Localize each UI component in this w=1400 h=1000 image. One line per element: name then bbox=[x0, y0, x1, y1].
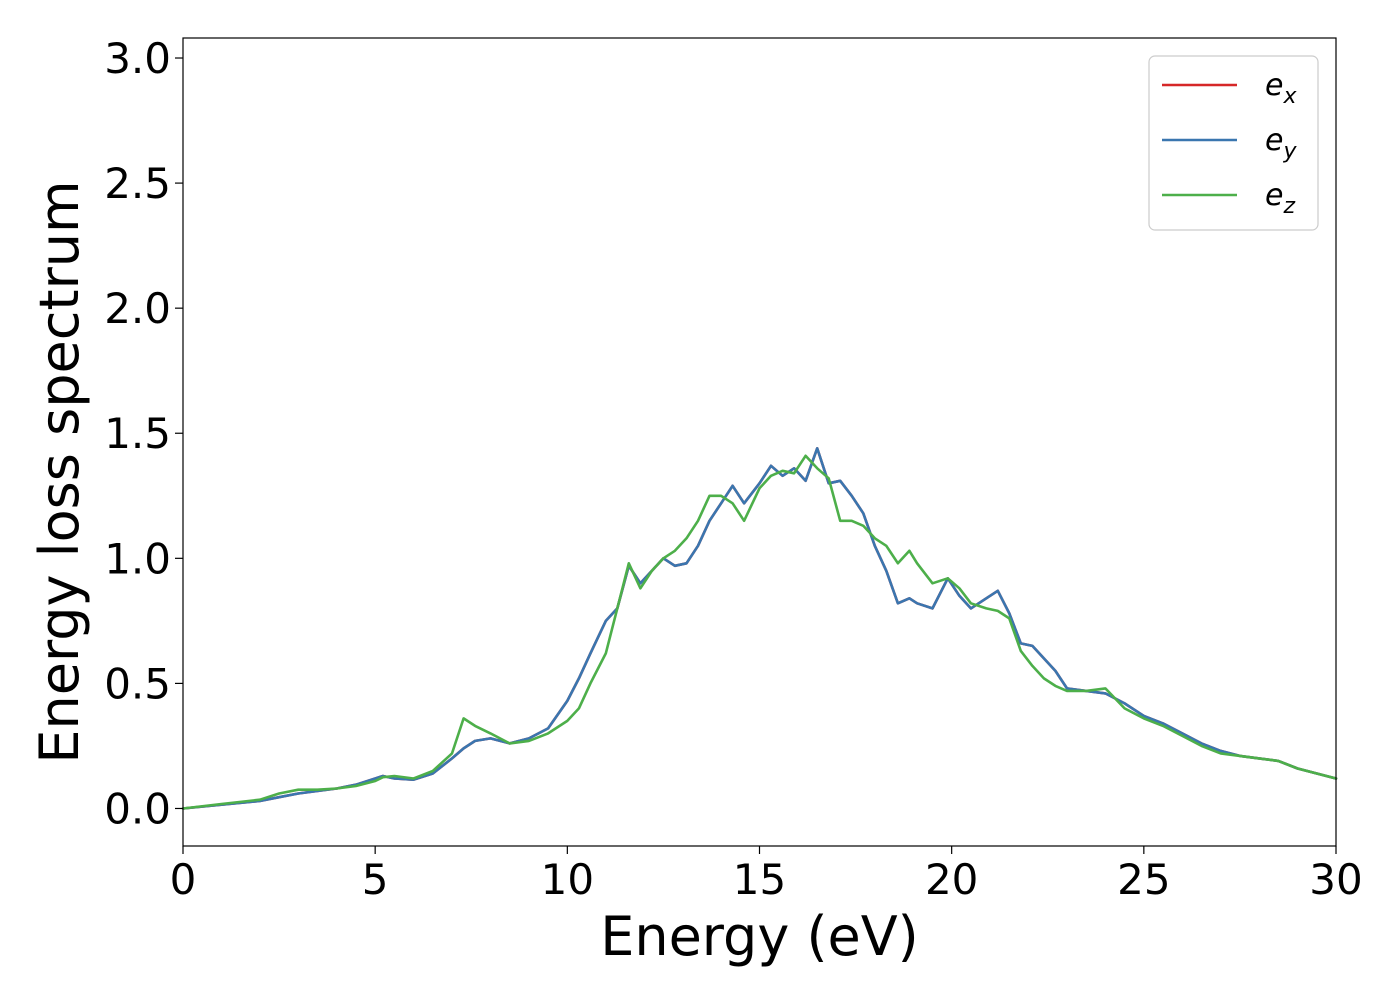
legend: ex ey ez bbox=[1148, 55, 1319, 231]
x-tick-label: 25 bbox=[1117, 855, 1170, 904]
legend-label-x: ex bbox=[1265, 68, 1297, 109]
series-line-y bbox=[181, 446, 1338, 810]
y-tick-label: 2.0 bbox=[104, 284, 171, 333]
x-tick-label: 10 bbox=[541, 855, 594, 904]
series-layer bbox=[181, 446, 1338, 810]
y-tick-label: 3.0 bbox=[104, 34, 171, 83]
legend-label-z: ez bbox=[1265, 178, 1295, 219]
legend-box bbox=[1148, 55, 1319, 231]
x-axis: 0 5 10 15 20 25 30 bbox=[170, 846, 1363, 904]
series-line-z bbox=[181, 454, 1338, 810]
x-tick-label: 5 bbox=[362, 855, 389, 904]
x-tick-label: 0 bbox=[170, 855, 197, 904]
y-tick-label: 2.5 bbox=[104, 159, 171, 208]
y-axis-label: Energy loss spectrum bbox=[28, 180, 91, 763]
y-axis: 0.0 0.5 1.0 1.5 2.0 2.5 3.0 bbox=[104, 34, 183, 833]
x-tick-label: 30 bbox=[1309, 855, 1362, 904]
x-axis-label: Energy (eV) bbox=[600, 905, 919, 968]
legend-label-y: ey bbox=[1265, 123, 1297, 164]
x-tick-label: 15 bbox=[733, 855, 786, 904]
y-tick-label: 0.0 bbox=[104, 784, 171, 833]
y-tick-label: 1.0 bbox=[104, 534, 171, 583]
y-tick-label: 1.5 bbox=[104, 409, 171, 458]
y-tick-label: 0.5 bbox=[104, 659, 171, 708]
x-tick-label: 20 bbox=[925, 855, 978, 904]
